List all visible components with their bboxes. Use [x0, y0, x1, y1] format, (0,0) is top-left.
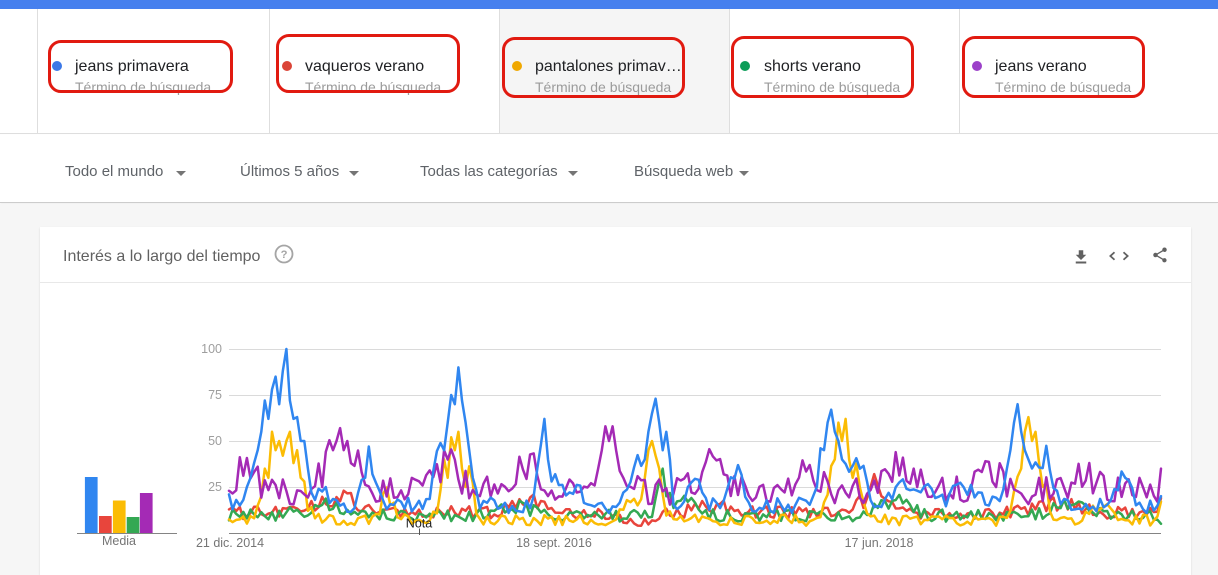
- svg-text:?: ?: [281, 249, 288, 261]
- svg-text:25: 25: [208, 480, 222, 494]
- svg-text:Media: Media: [102, 534, 136, 548]
- svg-text:50: 50: [208, 434, 222, 448]
- svg-text:100: 100: [201, 342, 222, 356]
- svg-text:18 sept. 2016: 18 sept. 2016: [516, 536, 592, 550]
- svg-text:17 jun. 2018: 17 jun. 2018: [845, 536, 914, 550]
- svg-text:Nota: Nota: [406, 517, 432, 531]
- svg-text:75: 75: [208, 388, 222, 402]
- svg-text:21 dic. 2014: 21 dic. 2014: [196, 536, 264, 550]
